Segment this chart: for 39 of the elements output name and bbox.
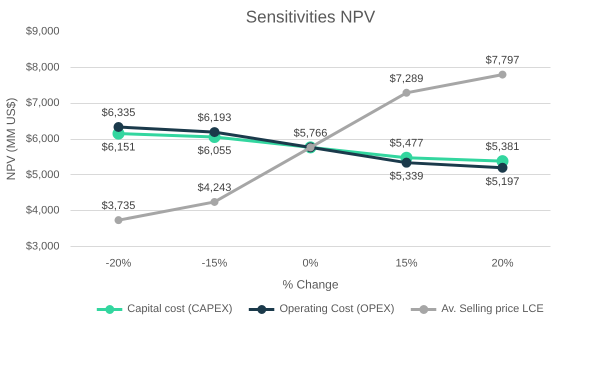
point: [498, 70, 506, 79]
data-label: $5,477: [390, 138, 424, 150]
data-label: $3,735: [102, 200, 136, 212]
y-tick-label: $8,000: [26, 61, 60, 74]
y-axis-title: NPV (MM US$): [4, 98, 18, 180]
data-label: $6,055: [198, 145, 232, 158]
point: [114, 122, 124, 132]
point: [402, 88, 410, 97]
point: [402, 158, 412, 168]
data-label: $5,197: [486, 176, 520, 188]
point: [210, 127, 220, 138]
data-label: $5,381: [486, 141, 520, 154]
y-tick-label: $7,000: [26, 97, 60, 110]
chart-title: Sensitivities NPV: [246, 8, 376, 26]
data-label: $5,766: [294, 127, 328, 140]
x-tick-label: 20%: [491, 258, 514, 270]
data-label: $6,151: [102, 142, 136, 154]
data-label: $7,289: [390, 72, 424, 85]
data-label: $6,335: [102, 106, 136, 119]
y-tick-label: $4,000: [26, 204, 60, 217]
y-tick-label: $9,000: [26, 26, 60, 38]
x-tick-label: 15%: [395, 258, 418, 270]
data-label: $4,243: [198, 182, 232, 194]
point: [114, 216, 122, 224]
data-label: $5,339: [390, 170, 424, 183]
data-label: $7,797: [486, 54, 520, 67]
y-tick-label: $3,000: [26, 240, 60, 252]
x-axis-title: % Change: [282, 278, 339, 292]
y-tick-label: $6,000: [26, 133, 60, 145]
x-tick-label: 0%: [302, 258, 319, 270]
x-tick-label: -15%: [202, 258, 228, 270]
legend-label: Capital cost (CAPEX): [127, 303, 232, 315]
legend-label: Operating Cost (OPEX): [279, 303, 394, 315]
y-tick-label: $5,000: [26, 168, 60, 181]
x-tick-label: -20%: [106, 258, 132, 270]
legend-label: Av. Selling price LCE: [441, 303, 544, 315]
point: [498, 162, 508, 173]
data-label: $6,193: [198, 112, 232, 124]
point: [210, 198, 218, 206]
